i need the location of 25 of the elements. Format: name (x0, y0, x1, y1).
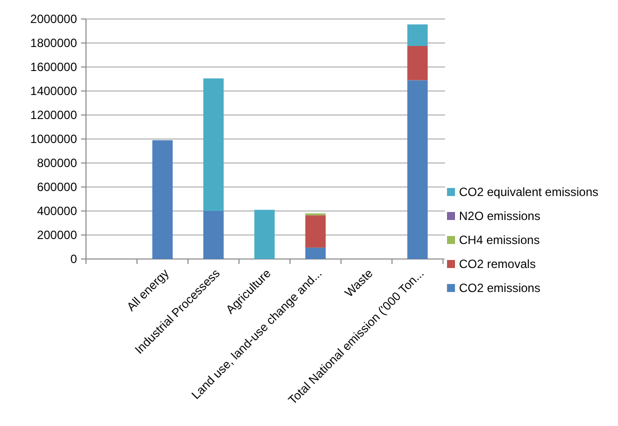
legend-label: CO2 removals (459, 257, 536, 272)
bar (407, 46, 428, 80)
bar (305, 248, 326, 259)
y-tick-label: 1400000 (30, 84, 78, 98)
bar (203, 211, 224, 259)
y-tick-label: 1800000 (30, 36, 78, 50)
bar (254, 210, 275, 259)
y-tick-label: 0 (70, 252, 78, 266)
bar (152, 140, 173, 259)
legend-label: CH4 emissions (459, 233, 540, 248)
legend-label: N2O emissions (459, 209, 540, 224)
y-tick-label: 800000 (36, 156, 78, 170)
y-tick-label: 1200000 (30, 108, 78, 122)
y-tick-label: 1600000 (30, 60, 78, 74)
y-tick-label: 600000 (36, 180, 78, 194)
bar (407, 24, 428, 46)
bar (305, 215, 326, 248)
bar (407, 80, 428, 259)
legend-label: CO2 emissions (459, 281, 540, 296)
y-tick-label: 400000 (36, 204, 78, 218)
legend-label: CO2 equivalent emissions (459, 185, 598, 200)
y-tick-label: 1000000 (30, 132, 78, 146)
bar (203, 78, 224, 211)
y-tick-label: 200000 (36, 228, 78, 242)
y-tick-label: 2000000 (30, 12, 78, 26)
